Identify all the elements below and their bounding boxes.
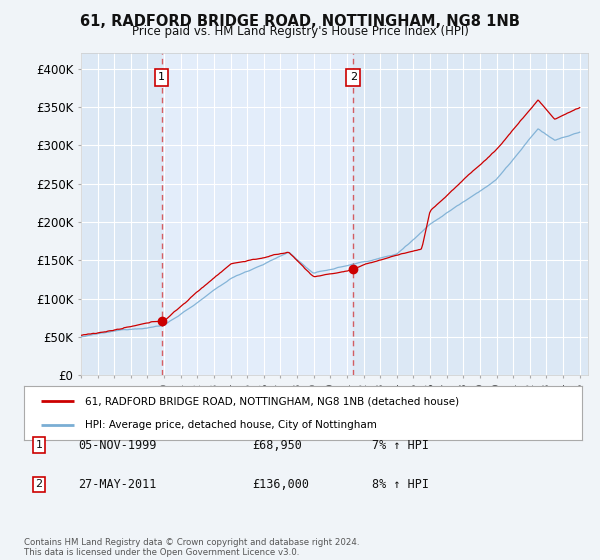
- Text: £68,950: £68,950: [252, 438, 302, 452]
- Text: 2: 2: [350, 72, 357, 82]
- Text: £136,000: £136,000: [252, 478, 309, 491]
- Text: 27-MAY-2011: 27-MAY-2011: [78, 478, 157, 491]
- Text: 8% ↑ HPI: 8% ↑ HPI: [372, 478, 429, 491]
- Text: 05-NOV-1999: 05-NOV-1999: [78, 438, 157, 452]
- Text: 61, RADFORD BRIDGE ROAD, NOTTINGHAM, NG8 1NB (detached house): 61, RADFORD BRIDGE ROAD, NOTTINGHAM, NG8…: [85, 396, 460, 407]
- Text: 1: 1: [35, 440, 43, 450]
- Text: 2: 2: [35, 479, 43, 489]
- Text: Price paid vs. HM Land Registry's House Price Index (HPI): Price paid vs. HM Land Registry's House …: [131, 25, 469, 38]
- Text: Contains HM Land Registry data © Crown copyright and database right 2024.
This d: Contains HM Land Registry data © Crown c…: [24, 538, 359, 557]
- Text: 7% ↑ HPI: 7% ↑ HPI: [372, 438, 429, 452]
- Text: HPI: Average price, detached house, City of Nottingham: HPI: Average price, detached house, City…: [85, 419, 377, 430]
- Text: 1: 1: [158, 72, 165, 82]
- Bar: [161, 53, 353, 375]
- Text: 61, RADFORD BRIDGE ROAD, NOTTINGHAM, NG8 1NB: 61, RADFORD BRIDGE ROAD, NOTTINGHAM, NG8…: [80, 14, 520, 29]
